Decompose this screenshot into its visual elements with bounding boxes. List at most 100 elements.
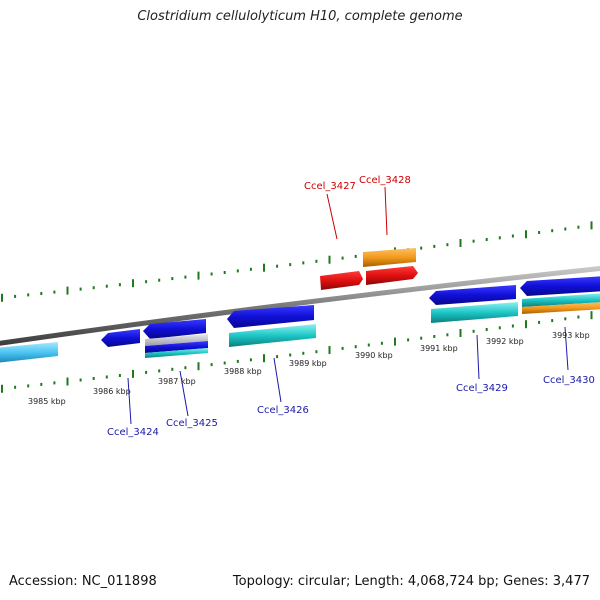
gene-ccel-3424[interactable] bbox=[101, 329, 140, 347]
outer-minor-tick bbox=[302, 261, 305, 265]
outer-minor-tick bbox=[79, 287, 82, 291]
inner-minor-tick bbox=[341, 346, 344, 350]
label-connectors bbox=[127, 186, 569, 425]
outer-minor-tick bbox=[551, 229, 554, 233]
inner-major-tick bbox=[263, 354, 265, 363]
inner-minor-tick bbox=[158, 369, 161, 373]
inner-minor-tick bbox=[577, 315, 580, 319]
inner-minor-tick bbox=[564, 317, 567, 321]
inner-major-tick bbox=[459, 329, 462, 337]
outer-minor-tick bbox=[40, 292, 43, 295]
outer-minor-tick bbox=[276, 264, 279, 268]
outer-minor-tick bbox=[27, 293, 30, 297]
inner-minor-tick bbox=[276, 355, 279, 359]
gene-label-ccel-3429[interactable]: Ccel_3429 bbox=[456, 383, 508, 394]
outer-major-tick bbox=[132, 279, 134, 288]
outer-minor-tick bbox=[341, 256, 344, 260]
inner-minor-tick bbox=[367, 343, 370, 347]
gene-ccel-3430-cyan[interactable] bbox=[522, 293, 600, 307]
outer-minor-tick bbox=[223, 271, 226, 274]
tick-label-3992: 3992 kbp bbox=[486, 337, 524, 346]
outer-major-tick bbox=[66, 286, 69, 295]
inner-major-tick bbox=[132, 369, 134, 378]
inner-minor-tick bbox=[433, 335, 436, 338]
inner-major-tick bbox=[525, 320, 527, 329]
genome-summary-text: Topology: circular; Length: 4,068,724 bp… bbox=[232, 574, 590, 589]
inner-minor-tick bbox=[498, 326, 501, 330]
outer-minor-tick bbox=[145, 280, 148, 284]
gene-ccel-3425-navy[interactable] bbox=[145, 341, 208, 353]
outer-minor-tick bbox=[289, 263, 292, 267]
outer-minor-tick bbox=[14, 294, 17, 298]
inner-major-tick bbox=[1, 384, 3, 393]
gene-label-ccel-3426[interactable]: Ccel_3426 bbox=[257, 405, 309, 416]
outer-major-tick bbox=[590, 221, 593, 230]
inner-minor-tick bbox=[302, 351, 305, 355]
connector-ccel-3428 bbox=[384, 186, 388, 236]
outer-major-tick bbox=[1, 293, 3, 302]
tick-label-3989: 3989 kbp bbox=[289, 359, 327, 368]
inner-minor-tick bbox=[236, 359, 239, 363]
gene-ccel-3425-silver[interactable] bbox=[145, 334, 208, 346]
inner-minor-tick bbox=[420, 336, 423, 340]
inner-major-tick bbox=[66, 377, 69, 386]
gene-ccel-3429-blue[interactable] bbox=[429, 285, 516, 305]
gene-label-ccel-3425[interactable]: Ccel_3425 bbox=[166, 418, 218, 429]
gene-ccel-3427[interactable] bbox=[320, 271, 363, 290]
outer-major-tick bbox=[263, 263, 265, 272]
gene-ccel-3430-orange[interactable] bbox=[522, 302, 600, 314]
outer-major-tick bbox=[459, 239, 462, 247]
gene-left-sky[interactable] bbox=[0, 342, 58, 363]
inner-minor-tick bbox=[40, 382, 43, 386]
gene-ccel-3428-orange[interactable] bbox=[363, 248, 416, 267]
gene-label-ccel-3430[interactable]: Ccel_3430 bbox=[543, 375, 595, 386]
inner-minor-tick bbox=[145, 370, 148, 374]
gene-ccel-3426-cyan[interactable] bbox=[229, 324, 316, 347]
outer-minor-tick bbox=[538, 231, 541, 234]
connector-ccel-3430 bbox=[564, 326, 569, 371]
tick-label-3990: 3990 kbp bbox=[355, 351, 393, 360]
gene-label-ccel-3424[interactable]: Ccel_3424 bbox=[107, 427, 159, 438]
inner-minor-tick bbox=[551, 319, 554, 323]
connector-ccel-3425 bbox=[179, 370, 189, 417]
gene-label-ccel-3428[interactable]: Ccel_3428 bbox=[359, 175, 411, 186]
gene-label-ccel-3427[interactable]: Ccel_3427 bbox=[304, 181, 356, 192]
tick-label-3986: 3986 kbp bbox=[93, 387, 131, 396]
outer-minor-tick bbox=[498, 236, 501, 240]
inner-minor-tick bbox=[249, 358, 252, 362]
outer-minor-tick bbox=[577, 225, 580, 229]
outer-minor-tick bbox=[236, 269, 239, 273]
inner-minor-tick bbox=[27, 384, 30, 388]
map-title: Clostridium cellulolyticum H10, complete… bbox=[137, 9, 463, 24]
inner-minor-tick bbox=[92, 377, 95, 380]
outer-minor-tick bbox=[210, 272, 213, 276]
outer-minor-tick bbox=[53, 290, 56, 294]
outer-minor-tick bbox=[446, 243, 449, 247]
inner-minor-tick bbox=[223, 361, 226, 365]
inner-minor-tick bbox=[511, 324, 514, 328]
outer-minor-tick bbox=[315, 259, 318, 263]
connector-ccel-3424 bbox=[127, 377, 132, 425]
inner-minor-tick bbox=[446, 333, 449, 337]
gene-ccel-3430-blue[interactable] bbox=[520, 276, 600, 296]
inner-minor-tick bbox=[472, 329, 475, 333]
gene-ccel-3426-blue[interactable] bbox=[227, 305, 314, 328]
inner-minor-tick bbox=[171, 367, 174, 371]
outer-minor-tick bbox=[105, 284, 108, 288]
outer-minor-tick bbox=[249, 267, 252, 271]
gene-ccel-3425-cyan[interactable] bbox=[145, 348, 208, 358]
connector-ccel-3426 bbox=[273, 357, 282, 403]
inner-minor-tick bbox=[538, 320, 541, 324]
gene-ccel-3429-cyan[interactable] bbox=[431, 302, 518, 323]
gene-ccel-3428-red[interactable] bbox=[366, 266, 418, 285]
connector-ccel-3427 bbox=[326, 193, 338, 240]
outer-minor-tick bbox=[354, 254, 357, 258]
tick-label-3991: 3991 kbp bbox=[420, 344, 458, 353]
gene-labels: Ccel_3427 Ccel_3428 Ccel_3424 Ccel_3425 … bbox=[107, 175, 595, 438]
inner-minor-tick bbox=[485, 328, 488, 331]
gene-ccel-3425-blue[interactable] bbox=[143, 319, 206, 339]
outer-minor-tick bbox=[171, 277, 174, 281]
inner-minor-tick bbox=[380, 341, 383, 345]
outer-minor-tick bbox=[485, 238, 488, 241]
